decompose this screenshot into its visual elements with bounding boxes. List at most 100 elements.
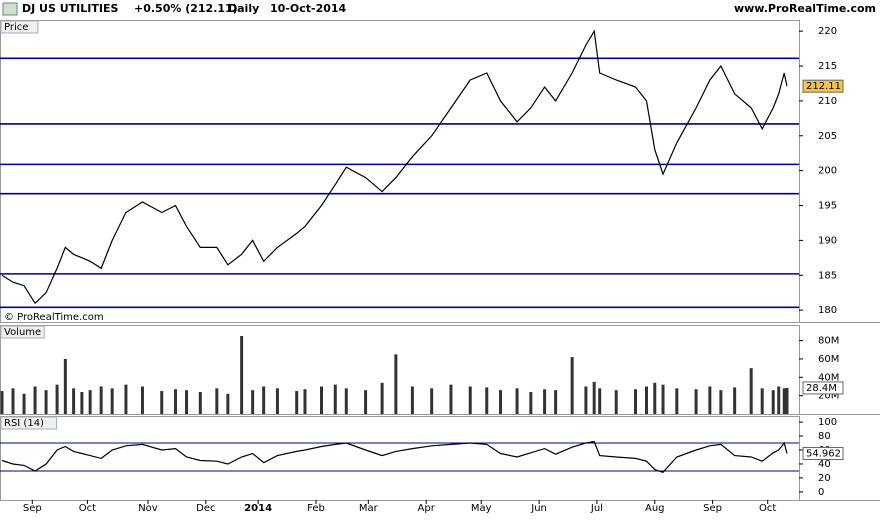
y-tick-label: 40M [818,372,839,383]
volume-bar [320,386,324,414]
y-tick-label: 185 [818,270,837,281]
volume-bar [592,381,596,414]
volume-bar [771,390,775,414]
volume-bar [675,388,679,414]
panel-title-box [0,416,58,430]
volume-bar [543,389,547,414]
y-tick-label: 195 [818,201,837,212]
volume-bar [785,387,789,414]
volume-bar [44,390,48,414]
volume-bar [694,389,698,414]
volume-bar [0,391,4,414]
instrument: DJ US UTILITIES [22,2,118,15]
volume-bar [570,357,574,414]
y-tick-label: 180 [818,305,837,316]
x-tick-label: Nov [138,503,158,514]
volume-bar [88,390,92,414]
line [1,29,788,305]
x-tick-label: Feb [307,503,325,514]
volume-bar [708,386,712,414]
line [1,440,788,473]
x-tick-label: Jun [530,503,547,514]
panel-title: Volume [4,327,41,338]
x-tick-label: Sep [703,503,722,514]
volume-bar [240,336,244,414]
volume-bar [598,388,602,414]
volume-bar [430,388,434,414]
x-tick-label: Dec [196,503,215,514]
volume-bar [251,390,255,414]
volume-bar [55,384,59,414]
volume-bar [333,384,337,414]
panel-title: RSI (14) [4,418,44,429]
y-tick-label: 190 [818,235,837,246]
volume-bar [529,391,533,414]
x-tick-label: Oct [79,503,96,514]
volume-bar [344,388,348,414]
volume-bar [749,368,753,414]
y-tick-label: 200 [818,166,837,177]
volume-bar [485,387,489,414]
last-value-label: 28.4M [806,383,837,394]
volume-bar [364,390,368,414]
volume-bar [661,384,665,414]
x-tick-label: Apr [418,503,436,514]
volume-bar [584,386,588,414]
last-value-box [802,381,844,395]
last-value-label: 212.11 [806,81,841,92]
date: 10-Oct-2014 [270,2,347,15]
y-tick-label: 80M [818,336,839,347]
x-tick-label: Aug [645,503,665,514]
panel-title: Price [4,22,28,33]
volume-bar [295,391,299,414]
last-value-box [802,447,844,461]
y-tick-label: 205 [818,131,837,142]
volume-bar [645,386,649,414]
y-tick-label: 215 [818,61,837,72]
volume-bar [63,358,67,414]
y-tick-label: 60M [818,354,839,365]
volume-bar [468,386,472,414]
panel-title-box [0,20,39,34]
volume-bar [760,388,764,414]
x-tick-label: Sep [23,503,42,514]
volume-bar [33,386,37,414]
x-tick-label: Oct [759,503,776,514]
volume-bar [653,382,657,414]
y-tick-label: 100 [818,417,837,428]
y-tick-label: 40 [818,459,831,470]
x-tick-label: May [471,503,492,514]
volume-bar [394,354,398,414]
volume-bar [614,390,618,414]
volume-bar [22,393,26,414]
volume-bar [99,386,103,414]
volume-bar [110,388,114,414]
period: Daily [228,2,259,15]
volume-bar [140,386,144,414]
y-tick-label: 20 [818,473,831,484]
panel-title-box [0,325,45,339]
watermark: © ProRealTime.com [4,312,104,323]
y-tick-label: 210 [818,96,837,107]
last-value-box [802,79,844,93]
x-tick-label: Jul [590,503,603,514]
volume-bar [554,390,558,414]
volume-bar [515,388,519,414]
volume-bar [198,391,202,414]
volume-bar [719,390,723,414]
y-tick-label: 0 [818,487,824,498]
volume-bar [160,391,164,414]
volume-bar [499,390,503,414]
volume-bar [262,386,266,414]
x-tick-label: 2014 [244,503,272,514]
x-tick-label: Mar [359,503,379,514]
volume-bar [275,388,279,414]
volume-bar [633,389,637,414]
volume-bar [124,384,128,414]
volume-bar [733,387,737,414]
volume-bar [226,393,230,414]
volume-bar [777,386,781,414]
y-tick-label: 80 [818,431,831,442]
